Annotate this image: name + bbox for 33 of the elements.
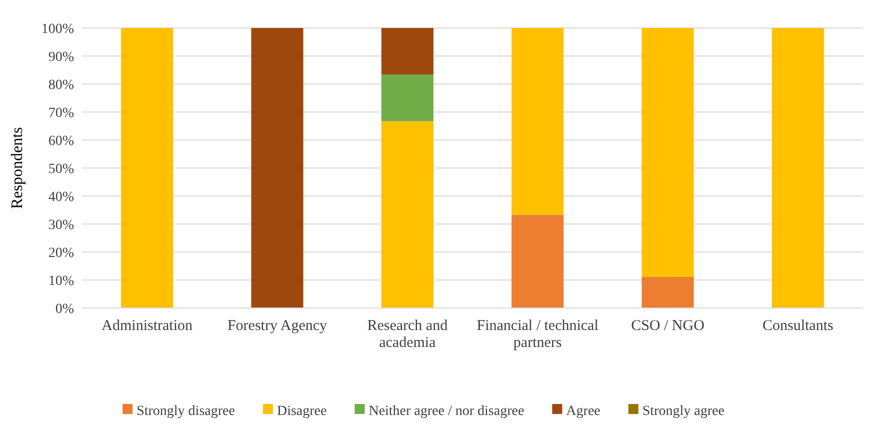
y-axis-title: Respondents (9, 127, 26, 209)
x-tick-label: Consultants (762, 318, 834, 334)
legend-label: Agree (566, 404, 600, 419)
x-tick-label: Financial / technical partners (476, 318, 598, 351)
bar (381, 74, 434, 122)
y-tick-label: 20% (48, 246, 74, 261)
y-tick-label: 100% (41, 22, 74, 37)
y-tick-label: 30% (48, 218, 74, 233)
x-tick-label: Research and academia (367, 318, 448, 351)
x-tick-label: Administration (102, 318, 193, 334)
bar (642, 28, 694, 277)
x-tick-label: CSO / NGO (631, 318, 705, 334)
bar (381, 28, 434, 74)
y-tick-label: 50% (48, 162, 74, 177)
legend-label: Strongly disagree (136, 404, 235, 419)
bar (772, 28, 824, 308)
x-tick-label: Forestry Agency (227, 318, 328, 334)
bar (381, 121, 434, 308)
y-tick-label: 0% (55, 302, 74, 317)
bar (642, 276, 694, 308)
y-tick-label: 90% (48, 50, 74, 65)
bar (251, 28, 304, 308)
y-tick-label: 40% (48, 190, 74, 205)
bar (512, 28, 564, 215)
y-tick-label: 10% (48, 274, 74, 289)
legend-label: Disagree (276, 404, 327, 419)
legend-label: Neither agree / nor disagree (368, 404, 524, 419)
bar (121, 28, 174, 308)
y-tick-label: 70% (48, 106, 74, 121)
y-tick-label: 80% (48, 78, 74, 93)
legend-label: Strongly agree (642, 404, 724, 419)
bar (512, 214, 564, 308)
y-tick-label: 60% (48, 134, 74, 149)
